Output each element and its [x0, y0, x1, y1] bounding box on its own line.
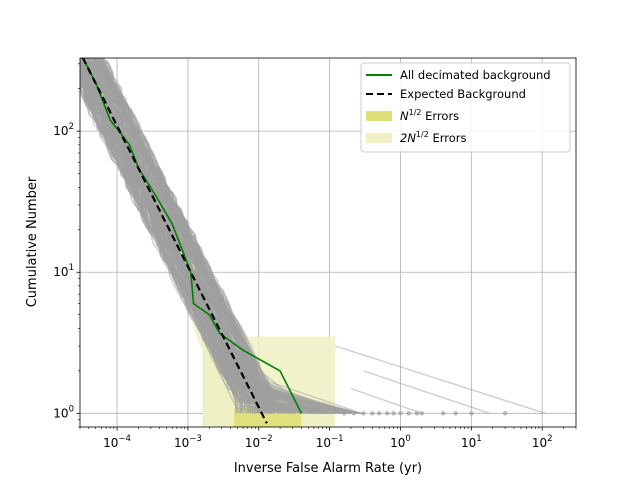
trial-curve — [85, 58, 249, 414]
trial-curve — [83, 63, 240, 414]
outlier-point — [376, 411, 382, 416]
trial-curve — [84, 58, 302, 414]
legend: All decimated background Expected Backgro… — [360, 62, 571, 153]
y-tick-label: 101 — [53, 263, 74, 279]
outlier-point — [361, 411, 366, 416]
x-tick-label: 10−2 — [245, 434, 273, 450]
x-tick-label: 10−3 — [174, 434, 202, 450]
outlier-point — [419, 411, 425, 416]
outlier-point — [469, 411, 474, 416]
plot-frame — [79, 57, 577, 428]
legend-box — [360, 62, 571, 153]
legend-label: 2N1/2 Errors — [400, 130, 466, 145]
outlier-point — [406, 411, 411, 416]
y-axis-label: Cumulative Number — [25, 176, 40, 307]
outlier-point — [385, 411, 390, 416]
x-tick-labels: 10−4 10−3 10−2 10−1 100 101 102 — [103, 434, 552, 450]
legend-swatch — [366, 133, 392, 143]
x-tick-label: 10−4 — [103, 434, 131, 450]
outlier-point — [341, 411, 347, 416]
legend-label: N1/2 Errors — [400, 108, 459, 123]
x-tick-label: 100 — [390, 434, 411, 450]
outlier-point — [440, 411, 446, 416]
outlier-point — [502, 411, 508, 416]
trial-curve — [80, 58, 301, 414]
trial-curve — [95, 61, 263, 414]
y-tick-label: 100 — [53, 404, 74, 420]
legend-label: Expected Background — [400, 87, 526, 101]
trial-curves — [80, 58, 546, 416]
trial-curve — [99, 58, 269, 414]
trial-curve-tail — [335, 345, 546, 414]
trial-curve-tail — [350, 387, 423, 414]
outlier-point — [453, 411, 458, 416]
outlier-point — [370, 411, 375, 416]
axis-ticks — [76, 63, 577, 431]
legend-label: All decimated background — [400, 68, 551, 82]
trial-curve — [85, 58, 362, 414]
y-tick-label: 102 — [53, 122, 74, 138]
trial-curve — [98, 58, 272, 414]
legend-swatch — [366, 111, 392, 121]
outlier-point — [391, 411, 396, 416]
trial-curve — [98, 58, 294, 414]
outlier-point — [414, 411, 420, 416]
x-tick-label: 102 — [532, 434, 553, 450]
x-tick-label: 101 — [461, 434, 482, 450]
expected-background-line — [81, 58, 268, 424]
outlier-point — [398, 411, 403, 416]
main-series — [81, 58, 303, 424]
outlier-point — [351, 411, 357, 416]
all-decimated-background-line — [82, 58, 303, 414]
x-axis-label: Inverse False Alarm Rate (yr) — [234, 461, 422, 476]
y-tick-labels: 100 101 102 — [53, 122, 74, 420]
trial-curve — [80, 61, 358, 414]
trial-curve-tail — [363, 370, 490, 414]
trial-curve — [107, 62, 272, 414]
x-tick-label: 10−1 — [316, 434, 344, 450]
